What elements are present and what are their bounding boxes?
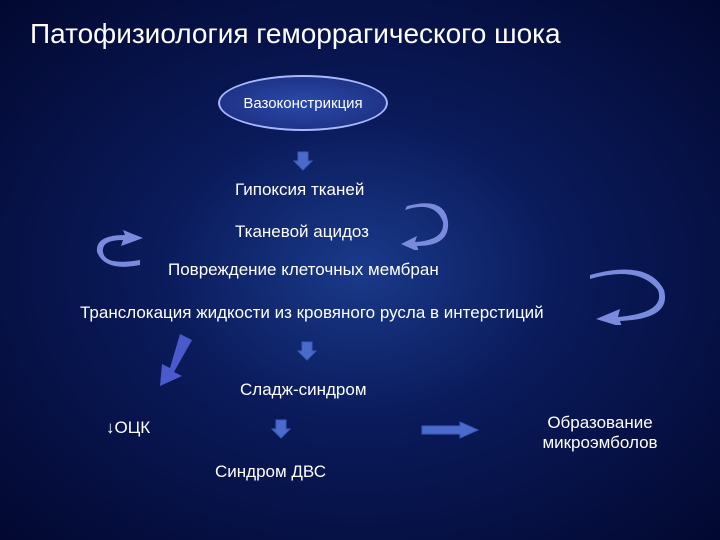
arrow-down-2	[296, 340, 318, 362]
node-ock: ↓ОЦК	[106, 418, 150, 438]
node-membrane: Повреждение клеточных мембран	[168, 260, 439, 280]
node-translocation: Транслокация жидкости из кровяного русла…	[80, 303, 544, 323]
cycle-arrow-right	[395, 200, 455, 250]
node-sludge: Сладж-синдром	[240, 380, 367, 400]
node-dvs: Синдром ДВС	[215, 462, 326, 482]
arrow-down-1	[292, 150, 314, 172]
node-vasoconstriction: Вазоконстрикция	[218, 75, 388, 131]
cycle-arrow-left	[85, 230, 155, 275]
node-hypoxia: Гипоксия тканей	[235, 180, 364, 200]
node-acidosis: Тканевой ацидоз	[235, 222, 369, 242]
arrow-down-3	[270, 418, 292, 440]
arrow-right-microemboli	[420, 420, 480, 440]
arrow-to-ock	[150, 330, 200, 390]
node-microemboli: Образование микроэмболов	[520, 413, 680, 453]
node-microemboli-label: Образование микроэмболов	[542, 413, 657, 452]
slide-title: Патофизиология геморрагического шока	[30, 18, 561, 50]
cycle-arrow-far-right	[578, 265, 678, 325]
node-vasoconstriction-label: Вазоконстрикция	[243, 95, 362, 112]
